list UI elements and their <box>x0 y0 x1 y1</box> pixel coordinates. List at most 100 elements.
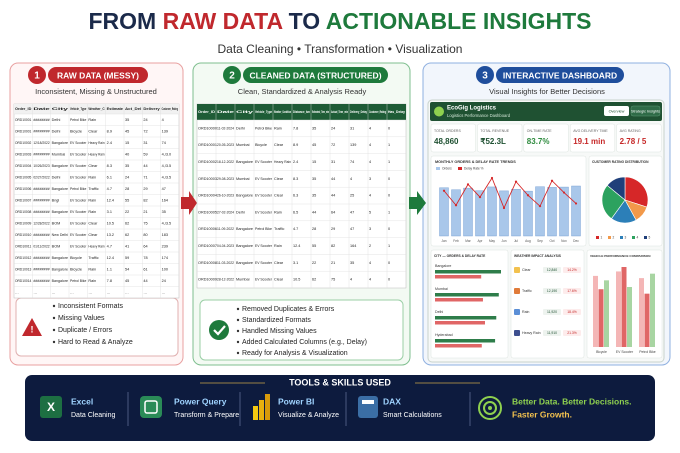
month-label: Nov <box>561 239 567 243</box>
table <box>196 103 407 289</box>
month-label: Dec <box>573 239 579 243</box>
bar <box>604 280 609 347</box>
bullet <box>236 351 240 355</box>
note: Removed Duplicates & Errors <box>242 306 335 313</box>
table-cell: 4,/3.5 <box>162 164 172 168</box>
weather-delay: 18.4% <box>567 310 577 314</box>
kpi-value: 2.78 / 5 <box>620 137 647 146</box>
table-cell: Rain <box>88 175 96 179</box>
table-cell: 18-12-2022 <box>217 160 234 164</box>
chart-title: WEATHER IMPACT ANALYSIS <box>514 254 562 258</box>
table-cell: ORD10001 <box>198 143 217 147</box>
warning-mark: ! <box>31 324 34 334</box>
tool-desc: Smart Calculations <box>383 412 442 419</box>
vehicle-name: Bicycle <box>596 350 607 354</box>
legend-label: Orders <box>442 166 452 170</box>
table-cell: 164 <box>162 198 168 202</box>
table-cell: Bicycle <box>70 129 82 133</box>
table-cell: ######## <box>33 152 50 156</box>
table-cell: 4 <box>162 118 164 122</box>
pie-slice <box>601 184 626 220</box>
table-cell: Clear <box>274 143 284 147</box>
line-marker <box>442 189 446 192</box>
line-marker <box>550 179 554 182</box>
bar <box>559 186 569 237</box>
panel-title: CLEANED DATA (STRUCTURED) <box>249 70 381 80</box>
step-number: 1 <box>34 71 40 82</box>
column-header: Estimated_Time_min <box>312 110 329 114</box>
tools-bar <box>25 375 655 441</box>
table-cell: ORD10014 <box>15 279 31 283</box>
table-cell: 4 <box>369 160 371 164</box>
table-cell: Heavy Rain <box>88 141 104 145</box>
bar <box>435 321 485 325</box>
weather-orders: 12,840 <box>547 268 557 272</box>
note: Standardized Formats <box>242 317 311 324</box>
table-cell: ORD10005 <box>198 210 217 214</box>
weather-icon <box>514 288 520 294</box>
table-cell: EV Scooter <box>255 244 273 248</box>
table-cell: Bangalore <box>236 160 253 164</box>
legend-label: 4 <box>637 235 639 239</box>
table-cell: 139 <box>350 143 356 147</box>
month-label: Oct <box>550 239 555 243</box>
table-cell: … <box>107 290 111 294</box>
kpi-card <box>616 123 662 153</box>
table-cell: 35 <box>312 194 316 198</box>
table-cell: 0 <box>388 194 390 198</box>
arrow <box>181 191 197 215</box>
power-bi-icon <box>253 406 258 420</box>
excel-icon <box>40 396 62 418</box>
column-header: City <box>52 107 70 111</box>
table-cell: 4,/3.0 <box>162 152 172 156</box>
table-cell: 54 <box>125 267 129 271</box>
table-cell: … <box>52 290 56 294</box>
table-cell: 0 <box>388 278 390 282</box>
tools-title: TOOLS & SKILLS USED <box>289 377 391 387</box>
table-cell: Delhi <box>52 175 61 179</box>
table-cell: 24 <box>125 175 129 179</box>
table-cell: ######## <box>33 210 50 214</box>
table-cell: Bangalore <box>52 256 68 260</box>
column-header: Vehicle_Type <box>70 107 86 111</box>
notes-box <box>199 299 404 361</box>
table-cell: ORD10001 <box>15 129 31 133</box>
line-marker <box>526 194 530 197</box>
table-cell: Bangalore <box>52 187 68 191</box>
table-cell: 35 <box>125 164 129 168</box>
table-cell: 10/26/2023 <box>33 164 49 168</box>
table-cell: Petrol Bike <box>70 279 86 283</box>
legend-swatch <box>620 236 623 239</box>
table-cell: Bangalore <box>236 194 253 198</box>
bar <box>627 287 632 347</box>
table-cell: 59 <box>125 256 129 260</box>
table-cell: ORD10005 <box>15 175 31 179</box>
table-cell: 10.5 <box>107 221 114 225</box>
table-cell: Bangalore <box>52 210 68 214</box>
table-cell: Delhi <box>236 210 245 214</box>
table-cell: Delhi <box>236 126 245 130</box>
value-chip <box>543 330 561 336</box>
value-chip <box>563 309 581 315</box>
weather-orders: 12,190 <box>547 289 557 293</box>
table-cell: Rain <box>88 267 96 271</box>
table-cell: 28-12-2022 <box>217 278 234 282</box>
title-part: TO <box>282 8 325 34</box>
table-cell: 22 <box>312 261 316 265</box>
table-cell: 62 <box>125 221 129 225</box>
table-cell: Mumbai <box>236 143 250 147</box>
table-cell: 75 <box>143 221 147 225</box>
brand: EcoGig Logistics <box>447 106 497 112</box>
table-cell: Clear <box>274 278 284 282</box>
weather-orders: 11,920 <box>547 310 557 314</box>
table-cell: EV Scooter <box>255 194 273 198</box>
bar <box>593 275 598 347</box>
title-part: FROM <box>88 8 162 34</box>
table-cell: 31 <box>350 126 354 130</box>
bar <box>435 293 499 297</box>
table-cell: Rain <box>274 210 282 214</box>
line-marker <box>502 206 506 210</box>
panel-subtitle: Clean, Standardized & Analysis Ready <box>238 87 367 96</box>
panel-subtitle: Inconsistent, Missing & Unstructured <box>35 87 157 96</box>
kpi-card <box>430 123 476 153</box>
